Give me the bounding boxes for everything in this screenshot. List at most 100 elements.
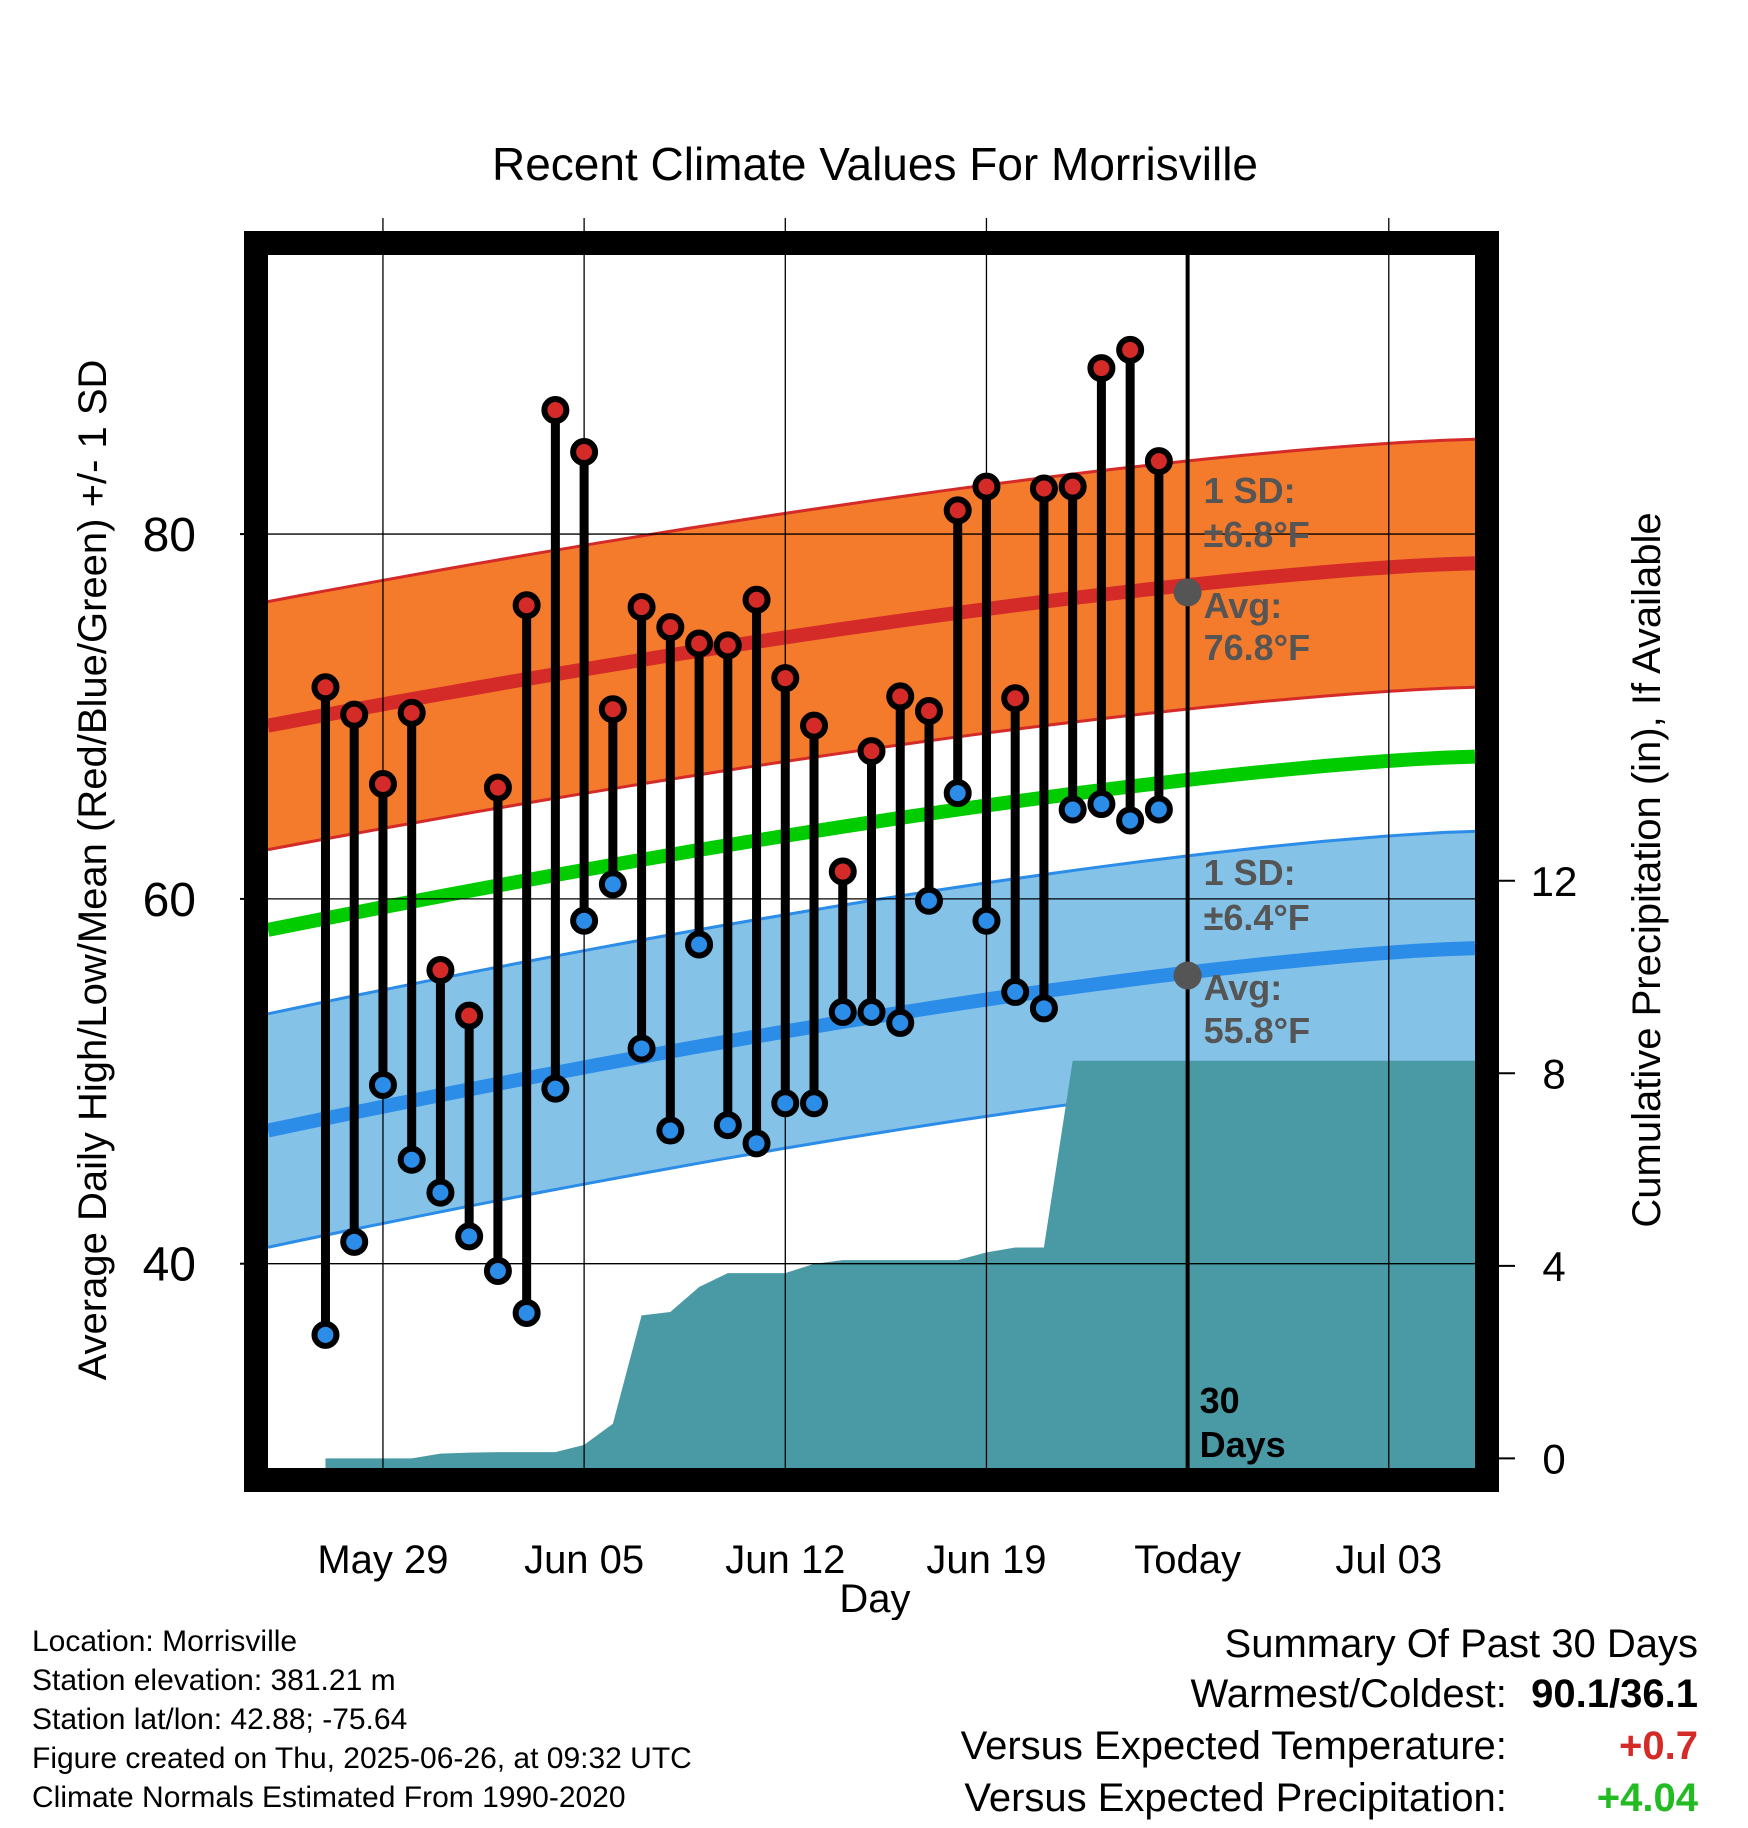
daily-low-point (311, 1320, 340, 1349)
daily-low-point (1001, 977, 1030, 1006)
temperature-value: +0.7 (1619, 1724, 1698, 1768)
daily-high-point (340, 700, 369, 729)
daily-low-point (340, 1227, 369, 1256)
daily-high-point (1001, 684, 1030, 713)
y-tick-label-left: 80 (143, 509, 196, 562)
daily-high-point (828, 857, 857, 886)
station-info: Location: Morrisville Station elevation:… (32, 1622, 692, 1817)
daily-high-point (483, 773, 512, 802)
precipitation-value: +4.04 (1596, 1776, 1698, 1820)
daily-low-point (685, 930, 714, 959)
daily-low-point (368, 1070, 397, 1099)
low-avg-label: Avg: (1204, 967, 1283, 1008)
daily-low-point (800, 1089, 829, 1118)
x-tick-label: Jun 19 (926, 1538, 1046, 1582)
daily-high-point (598, 695, 627, 724)
daily-low-point (828, 997, 857, 1026)
normals-text: Climate Normals Estimated From 1990-2020 (32, 1781, 626, 1814)
normal-high-line (266, 556, 1476, 733)
daily-low-point (1029, 994, 1058, 1023)
daily-high-point (1029, 474, 1058, 503)
y-axis-label-right: Cumulative Precipitation (in), If Availa… (1625, 512, 1669, 1227)
temperature-label: Versus Expected Temperature: (960, 1724, 1507, 1768)
y-tick-label-left: 60 (143, 874, 196, 927)
daily-low-point (397, 1145, 426, 1174)
daily-high-point (1087, 354, 1116, 383)
daily-high-point (426, 956, 455, 985)
climate-chart: Recent Climate Values For Morrisville 1 … (71, 138, 1669, 1620)
daily-low-point (972, 906, 1001, 935)
x-tick-label: Jul 03 (1335, 1538, 1442, 1582)
daily-high-point (742, 585, 771, 614)
summary-precipitation: Versus Expected Precipitation: +4.04 (964, 1776, 1698, 1821)
daily-high-point (627, 593, 656, 622)
high-avg-value: 76.8°F (1204, 627, 1310, 668)
low-avg-marker (1173, 961, 1202, 990)
x-tick-label: Jun 05 (524, 1538, 644, 1582)
y-tick-label-right: 8 (1542, 1050, 1565, 1097)
daily-low-point (857, 997, 886, 1026)
daily-high-point (886, 682, 915, 711)
daily-low-point (455, 1222, 484, 1251)
low-sd-value: ±6.4°F (1204, 897, 1310, 938)
daily-low-point (627, 1034, 656, 1063)
daily-high-point (368, 769, 397, 798)
y-tick-label-left: 40 (143, 1239, 196, 1292)
daily-high-point (943, 496, 972, 525)
daily-high-point (1116, 335, 1145, 364)
warmest-coldest-label: Warmest/Coldest: (1190, 1672, 1507, 1716)
daily-low-point (1058, 795, 1087, 824)
daily-high-point (311, 673, 340, 702)
x-tick-label: Today (1134, 1538, 1241, 1582)
daily-high-point (656, 613, 685, 642)
plot-frame (244, 231, 1499, 1492)
daily-high-point (972, 472, 1001, 501)
daily-low-point (713, 1111, 742, 1140)
daily-high-point (1144, 447, 1173, 476)
y-axis-label-left: Average Daily High/Low/Mean (Red/Blue/Gr… (71, 360, 115, 1381)
elevation-text: Station elevation: 381.21 m (32, 1664, 396, 1697)
x-tick-label: May 29 (317, 1538, 448, 1582)
daily-low-point (886, 1008, 915, 1037)
daily-low-point (1144, 795, 1173, 824)
daily-high-point (455, 1001, 484, 1030)
daily-low-point (426, 1178, 455, 1207)
low-sd-band (268, 831, 1475, 1248)
daily-high-point (512, 591, 541, 620)
chart-title: Recent Climate Values For Morrisville (492, 138, 1258, 190)
summary-title: Summary Of Past 30 Days (1224, 1622, 1698, 1666)
high-sd-band-upper-edge (267, 437, 1476, 604)
daily-low-point (512, 1298, 541, 1327)
days-count-label: 30 (1200, 1380, 1240, 1421)
daily-low-point (1116, 806, 1145, 835)
y-tick-label-right: 4 (1542, 1243, 1565, 1290)
daily-low-point (570, 906, 599, 935)
daily-high-point (914, 697, 943, 726)
daily-low-point (943, 779, 972, 808)
y-tick-label-right: 12 (1531, 858, 1578, 905)
warmest-coldest-value: 90.1/36.1 (1531, 1672, 1698, 1716)
daily-high-point (771, 664, 800, 693)
daily-low-point (483, 1257, 512, 1286)
days-word-label: Days (1200, 1424, 1286, 1465)
latlon-text: Station lat/lon: 42.88; -75.64 (32, 1703, 408, 1736)
high-sd-value: ±6.8°F (1204, 514, 1310, 555)
low-sd-label: 1 SD: (1204, 852, 1296, 893)
daily-low-point (771, 1089, 800, 1118)
created-text: Figure created on Thu, 2025-06-26, at 09… (32, 1742, 692, 1775)
daily-low-point (598, 870, 627, 899)
daily-low-point (656, 1116, 685, 1145)
precipitation-label: Versus Expected Precipitation: (964, 1776, 1507, 1820)
daily-high-point (570, 437, 599, 466)
low-avg-value: 55.8°F (1204, 1010, 1310, 1051)
daily-high-point (397, 698, 426, 727)
daily-high-point (800, 711, 829, 740)
high-sd-label: 1 SD: (1204, 470, 1296, 511)
daily-high-point (713, 631, 742, 660)
x-tick-label: Jun 12 (725, 1538, 845, 1582)
daily-high-point (685, 629, 714, 658)
daily-low-point (914, 886, 943, 915)
summary-warmest-coldest: Warmest/Coldest: 90.1/36.1 (1191, 1672, 1699, 1717)
x-axis-label: Day (839, 1577, 910, 1620)
daily-high-point (1058, 472, 1087, 501)
